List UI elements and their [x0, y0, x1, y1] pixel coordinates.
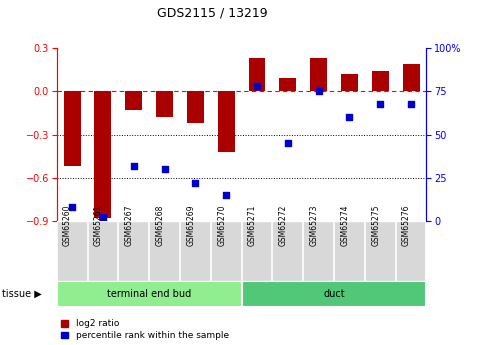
Text: tissue ▶: tissue ▶ [2, 289, 42, 299]
Bar [310, 58, 327, 91]
FancyBboxPatch shape [57, 281, 242, 307]
Text: GSM65275: GSM65275 [371, 205, 380, 246]
Bar [372, 71, 388, 91]
Point [68, 204, 76, 210]
Bar [403, 64, 420, 91]
Text: GSM65260: GSM65260 [63, 205, 72, 246]
Text: GSM65261: GSM65261 [94, 205, 103, 246]
Point [99, 215, 107, 220]
Point [191, 180, 199, 186]
Text: GDS2115 / 13219: GDS2115 / 13219 [157, 7, 267, 20]
Text: GSM65267: GSM65267 [125, 205, 134, 246]
Point [407, 101, 415, 106]
Text: GSM65274: GSM65274 [340, 205, 350, 246]
Text: GSM65269: GSM65269 [186, 205, 195, 246]
Text: GSM65272: GSM65272 [279, 205, 288, 246]
Bar [156, 91, 173, 117]
FancyBboxPatch shape [242, 281, 426, 307]
Point [346, 115, 353, 120]
Point [222, 192, 230, 198]
Point [161, 166, 169, 172]
Bar [248, 58, 265, 91]
Bar [341, 74, 358, 91]
Legend: log2 ratio, percentile rank within the sample: log2 ratio, percentile rank within the s… [61, 319, 229, 340]
Point [253, 83, 261, 89]
Text: GSM65270: GSM65270 [217, 205, 226, 246]
Text: GSM65273: GSM65273 [310, 205, 318, 246]
Point [130, 163, 138, 168]
Bar [125, 91, 142, 110]
Point [376, 101, 384, 106]
Bar [95, 91, 111, 218]
Point [315, 89, 322, 94]
Bar [64, 91, 80, 166]
Point [284, 140, 292, 146]
Text: terminal end bud: terminal end bud [107, 289, 191, 299]
Bar [280, 79, 296, 91]
Text: GSM65271: GSM65271 [248, 205, 257, 246]
Bar [187, 91, 204, 123]
Text: duct: duct [323, 289, 345, 299]
Text: GSM65276: GSM65276 [402, 205, 411, 246]
Bar [218, 91, 235, 152]
Text: GSM65268: GSM65268 [155, 205, 165, 246]
